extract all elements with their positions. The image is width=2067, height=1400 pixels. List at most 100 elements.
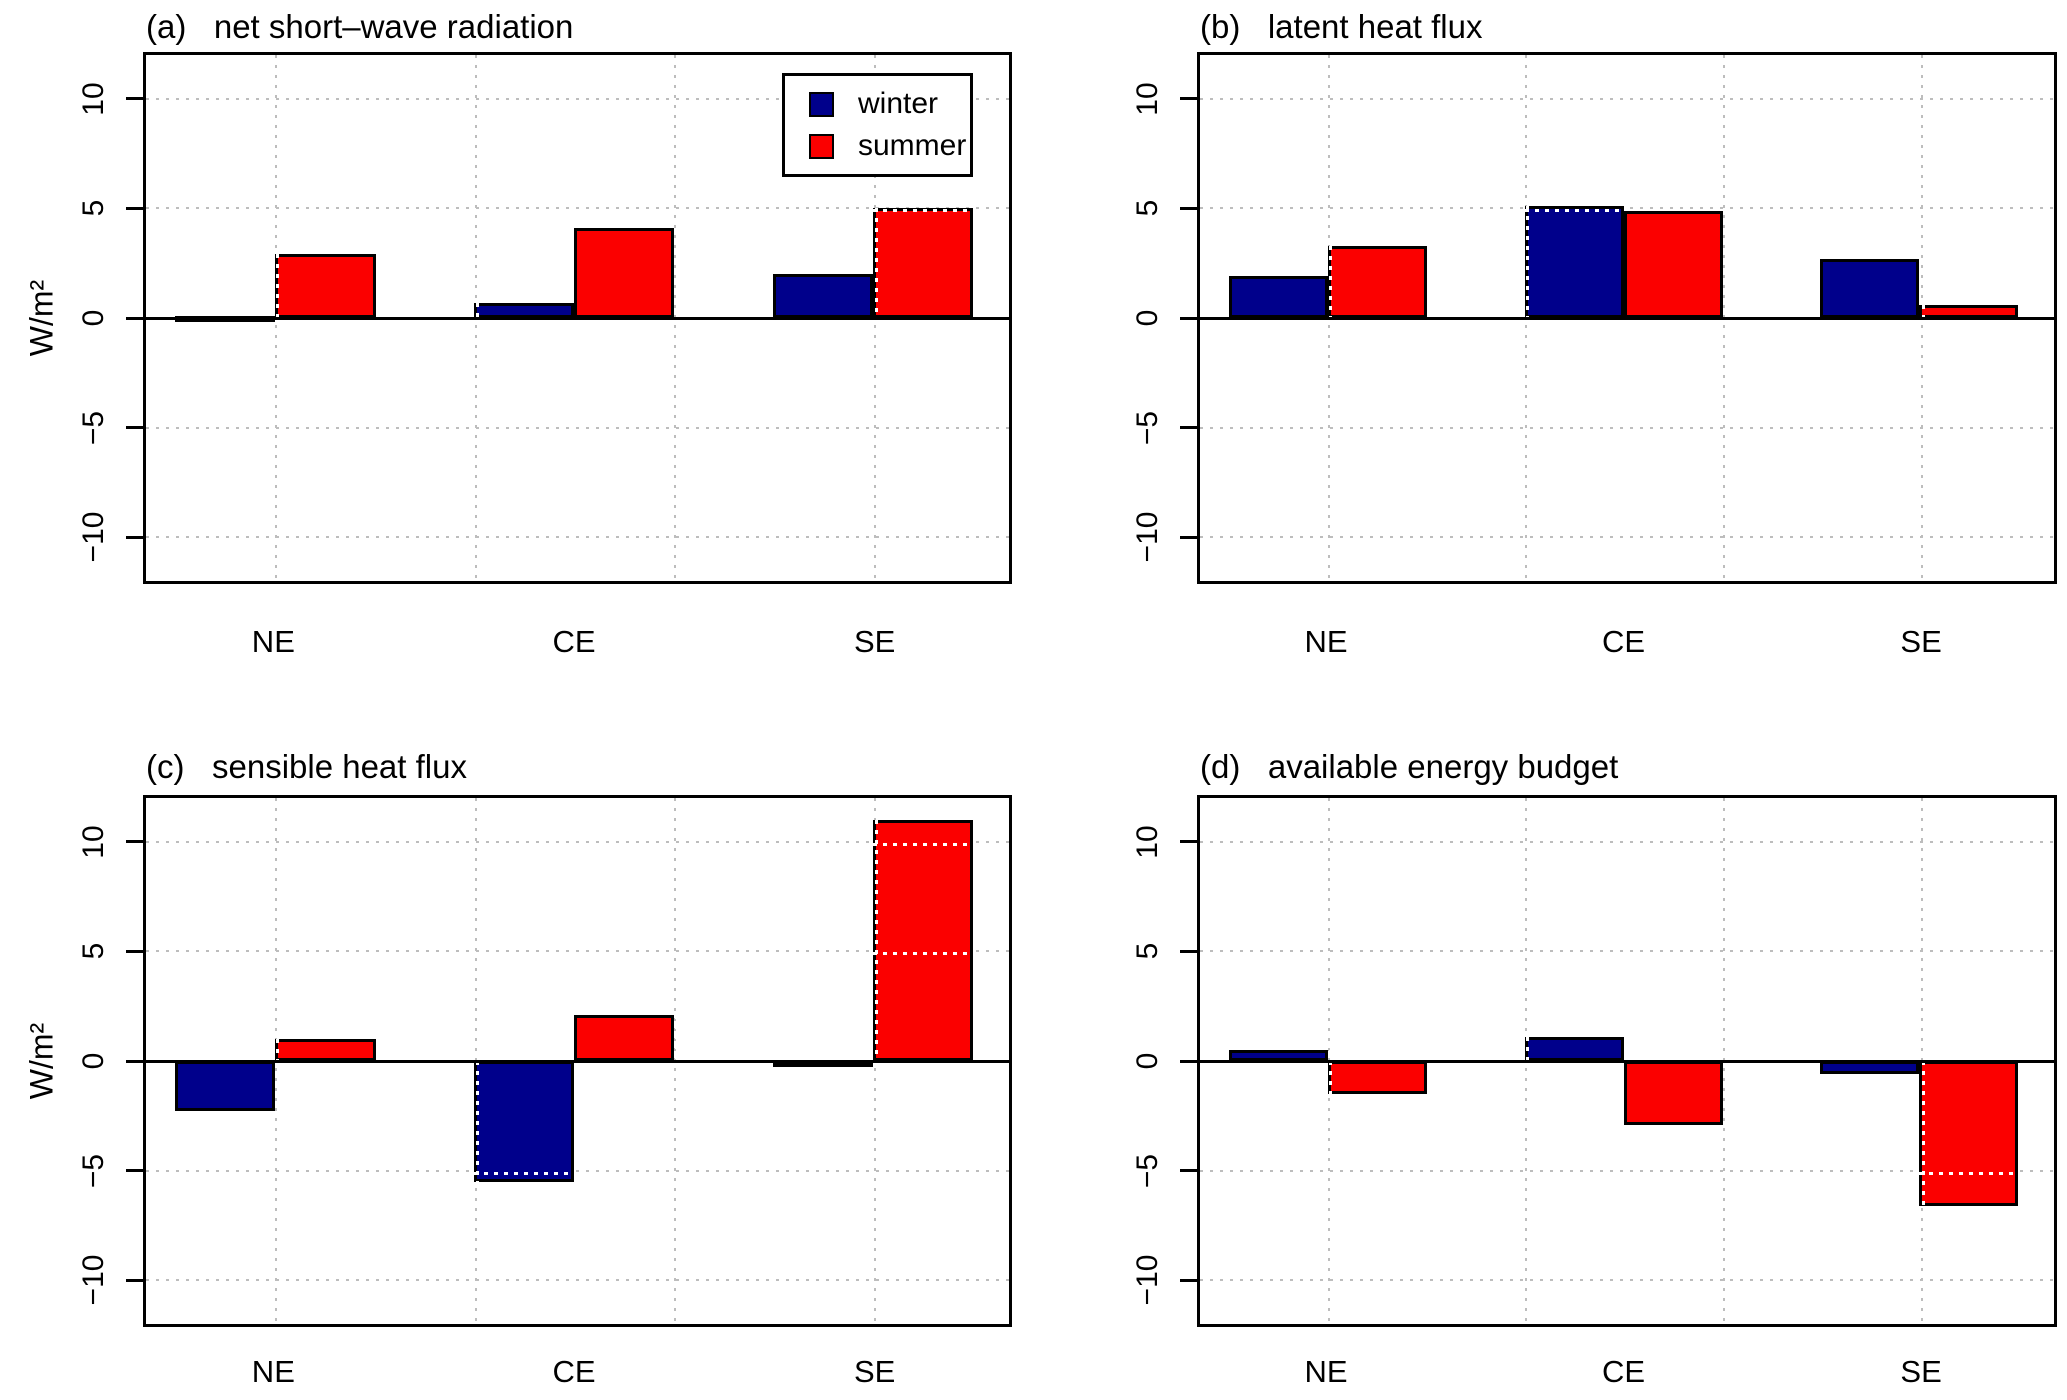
bar-winter-SE bbox=[772, 274, 873, 318]
y-tick-mark bbox=[126, 206, 143, 210]
y-tick-label: 10 bbox=[77, 825, 110, 859]
gridline-overlay bbox=[875, 208, 879, 318]
y-tick-label: 10 bbox=[1131, 82, 1164, 116]
x-category-label: SE bbox=[1900, 624, 1942, 659]
bar-summer-SE bbox=[1919, 1061, 2019, 1206]
bar-winter-NE bbox=[1229, 1050, 1332, 1061]
bar-summer-NE bbox=[1328, 245, 1428, 318]
bar-summer-SE bbox=[872, 819, 973, 1061]
y-tick-label: 5 bbox=[77, 200, 110, 217]
gridline-horizontal bbox=[146, 1279, 1009, 1282]
gridline-overlay bbox=[1723, 1061, 1727, 1125]
y-tick-mark bbox=[126, 840, 143, 844]
bar-summer-CE bbox=[574, 1014, 679, 1061]
gridline-overlay bbox=[872, 842, 973, 846]
summer-color-swatch bbox=[809, 133, 834, 159]
bar-winter-SE bbox=[1820, 258, 1920, 318]
gridline-overlay bbox=[1921, 304, 1925, 318]
panel-title: (d) available energy budget bbox=[1200, 748, 1619, 785]
y-tick-mark bbox=[126, 535, 143, 539]
gridline-overlay bbox=[276, 1061, 280, 1112]
gridline-overlay bbox=[675, 228, 679, 318]
gridline-horizontal bbox=[1200, 840, 2054, 843]
y-tick-label: 10 bbox=[77, 82, 110, 116]
zero-axis-line bbox=[1200, 1059, 2054, 1063]
y-tick-label: −5 bbox=[77, 1153, 110, 1188]
y-tick-label: 0 bbox=[77, 309, 110, 327]
bar-winter-CE bbox=[473, 1061, 575, 1182]
bar-summer-NE bbox=[275, 1039, 376, 1061]
bar-summer-CE bbox=[1623, 210, 1727, 318]
y-tick-label: −10 bbox=[77, 511, 110, 563]
x-axis-labels: NE CE SE bbox=[1197, 1354, 2057, 1398]
gridline-horizontal bbox=[146, 950, 1009, 953]
bar-summer-CE bbox=[574, 228, 679, 318]
x-category-label: SE bbox=[854, 1354, 896, 1389]
gridline-overlay bbox=[675, 1014, 679, 1061]
gridline-overlay bbox=[1526, 1036, 1530, 1061]
bar-winter-CE bbox=[1524, 1036, 1624, 1061]
gridline-overlay bbox=[1723, 210, 1727, 318]
panel-title: (a) net short–wave radiation bbox=[146, 8, 574, 45]
gridline-horizontal bbox=[146, 207, 1009, 210]
y-tick-mark bbox=[1180, 97, 1197, 101]
bar-winter-SE bbox=[772, 1061, 873, 1067]
bar-winter-CE bbox=[473, 302, 575, 318]
plot-area: −10 −5 0 5 10 bbox=[1131, 52, 2057, 584]
gridline-overlay bbox=[1328, 245, 1332, 318]
y-tick-label: −5 bbox=[1131, 410, 1164, 445]
panel-sensible-heat-flux: (c) sensible heat flux W/m² −10 −5 0 5 10 NE… bbox=[0, 700, 1033, 1400]
panel-latent-heat-flux: (b) latent heat flux −10 −5 0 5 10 NE CE SE bbox=[1033, 0, 2066, 700]
y-tick-label: 5 bbox=[77, 943, 110, 960]
y-tick-mark bbox=[1180, 316, 1197, 320]
y-tick-mark bbox=[1180, 1169, 1197, 1173]
y-tick-label: 0 bbox=[1131, 309, 1164, 327]
y-tick-label: −10 bbox=[1131, 1254, 1164, 1306]
gridline-horizontal bbox=[1200, 950, 2054, 953]
gridline-horizontal bbox=[1200, 1279, 2054, 1282]
y-tick-label: −10 bbox=[1131, 511, 1164, 563]
gridline-overlay bbox=[1526, 206, 1530, 318]
legend-item-summer: summer bbox=[809, 131, 970, 161]
y-tick-mark bbox=[1180, 206, 1197, 210]
gridline-overlay bbox=[475, 302, 479, 318]
gridline-overlay bbox=[1328, 1061, 1332, 1094]
y-tick-label: 5 bbox=[1131, 943, 1164, 960]
gridline-horizontal bbox=[146, 1169, 1009, 1172]
plot-area: −10 −5 0 5 10 bbox=[77, 795, 1012, 1327]
y-tick-mark bbox=[1180, 535, 1197, 539]
bar-summer-NE bbox=[1328, 1061, 1428, 1094]
gridline-overlay bbox=[872, 952, 973, 956]
y-axis-title: W/m² bbox=[23, 1022, 60, 1100]
y-tick-mark bbox=[126, 1059, 143, 1063]
gridline-horizontal bbox=[1200, 207, 2054, 210]
y-axis-title: W/m² bbox=[23, 279, 60, 357]
y-tick-label: 5 bbox=[1131, 200, 1164, 217]
panel-title: (b) latent heat flux bbox=[1200, 8, 1483, 45]
winter-color-swatch bbox=[809, 91, 834, 117]
gridline-horizontal bbox=[1200, 536, 2054, 539]
gridline-overlay bbox=[276, 254, 280, 318]
gridline-horizontal bbox=[146, 536, 1009, 539]
bar-summer-SE bbox=[1919, 304, 2019, 318]
gridline-overlay bbox=[276, 1039, 280, 1061]
y-tick-mark bbox=[1180, 1059, 1197, 1063]
x-category-label: SE bbox=[1900, 1354, 1942, 1389]
bar-summer-SE bbox=[872, 208, 973, 318]
gridline-horizontal bbox=[1200, 426, 2054, 429]
x-category-label: NE bbox=[251, 624, 295, 659]
gridline-overlay bbox=[475, 1061, 479, 1182]
y-tick-label: 0 bbox=[77, 1052, 110, 1070]
y-tick-label: 0 bbox=[1131, 1052, 1164, 1070]
legend: winter summer bbox=[782, 73, 973, 177]
gridline-overlay bbox=[872, 209, 973, 213]
gridline-horizontal bbox=[1200, 1169, 2054, 1172]
panel-title: (c) sensible heat flux bbox=[146, 748, 467, 785]
y-tick-mark bbox=[1180, 426, 1197, 430]
x-category-label: NE bbox=[1304, 624, 1348, 659]
y-tick-label: −10 bbox=[77, 1254, 110, 1306]
y-tick-mark bbox=[1180, 949, 1197, 953]
gridline-horizontal bbox=[146, 97, 1009, 100]
plot-area: −10 −5 0 5 10 bbox=[1131, 795, 2057, 1327]
